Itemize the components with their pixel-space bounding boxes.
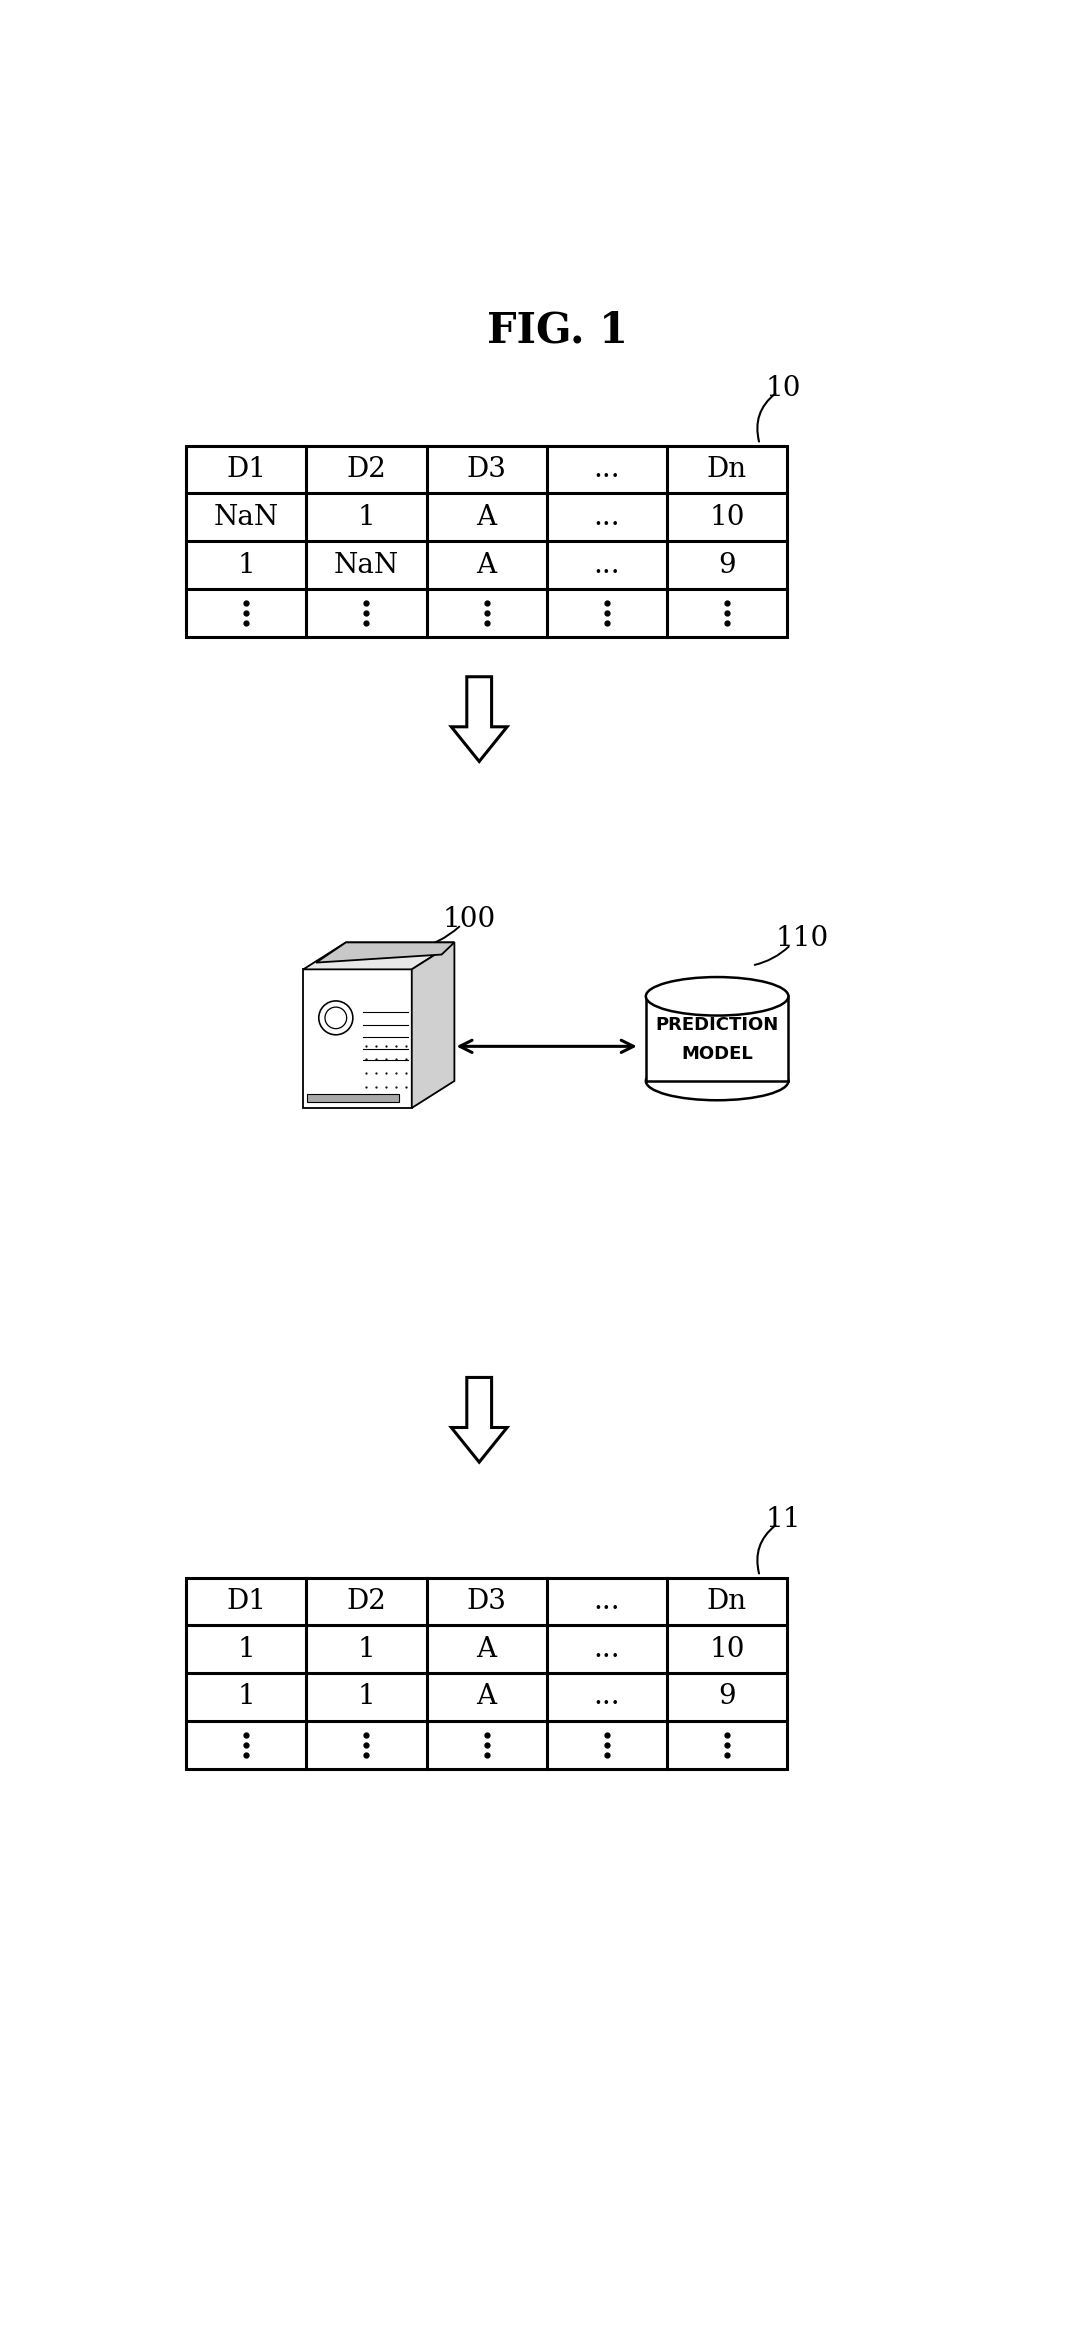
Text: ...: ...	[594, 455, 620, 483]
Text: ...: ...	[594, 1588, 620, 1616]
Text: Dn: Dn	[707, 1588, 747, 1616]
Text: A: A	[476, 1637, 497, 1663]
Text: FIG. 1: FIG. 1	[487, 308, 627, 350]
Text: 1: 1	[358, 1637, 375, 1663]
Text: 1: 1	[358, 504, 375, 530]
Text: A: A	[476, 504, 497, 530]
Text: D1: D1	[226, 455, 266, 483]
Ellipse shape	[646, 1062, 788, 1100]
Ellipse shape	[646, 976, 788, 1016]
Text: NaN: NaN	[214, 504, 279, 530]
Polygon shape	[451, 677, 508, 761]
Text: PREDICTION: PREDICTION	[655, 1016, 778, 1034]
Text: MODEL: MODEL	[682, 1046, 753, 1062]
Text: 100: 100	[442, 906, 496, 932]
Text: 9: 9	[719, 1684, 736, 1712]
Text: Dn: Dn	[707, 455, 747, 483]
Text: 10: 10	[765, 374, 801, 402]
Text: ...: ...	[594, 1684, 620, 1712]
Polygon shape	[412, 943, 454, 1107]
Text: D3: D3	[466, 1588, 507, 1616]
Text: D2: D2	[347, 1588, 386, 1616]
Text: 10: 10	[709, 1637, 745, 1663]
Text: 10: 10	[709, 504, 745, 530]
Text: ...: ...	[594, 504, 620, 530]
Text: 1: 1	[237, 551, 255, 579]
Polygon shape	[316, 943, 454, 962]
Text: ...: ...	[594, 551, 620, 579]
Text: D3: D3	[466, 455, 507, 483]
Text: 9: 9	[719, 551, 736, 579]
Bar	[308, 1095, 399, 1102]
Text: 1: 1	[237, 1637, 255, 1663]
Text: ...: ...	[594, 1637, 620, 1663]
Text: 1: 1	[237, 1684, 255, 1712]
Polygon shape	[646, 997, 788, 1081]
Polygon shape	[303, 943, 454, 969]
Text: A: A	[476, 1684, 497, 1712]
Text: A: A	[476, 551, 497, 579]
Polygon shape	[451, 1378, 508, 1462]
Polygon shape	[303, 969, 412, 1107]
Text: D1: D1	[226, 1588, 266, 1616]
Text: D2: D2	[347, 455, 386, 483]
Text: NaN: NaN	[334, 551, 399, 579]
Text: 110: 110	[776, 925, 829, 953]
Text: 1: 1	[358, 1684, 375, 1712]
Bar	[186, 1578, 787, 1768]
Text: 11: 11	[765, 1506, 801, 1534]
Bar	[186, 446, 787, 637]
